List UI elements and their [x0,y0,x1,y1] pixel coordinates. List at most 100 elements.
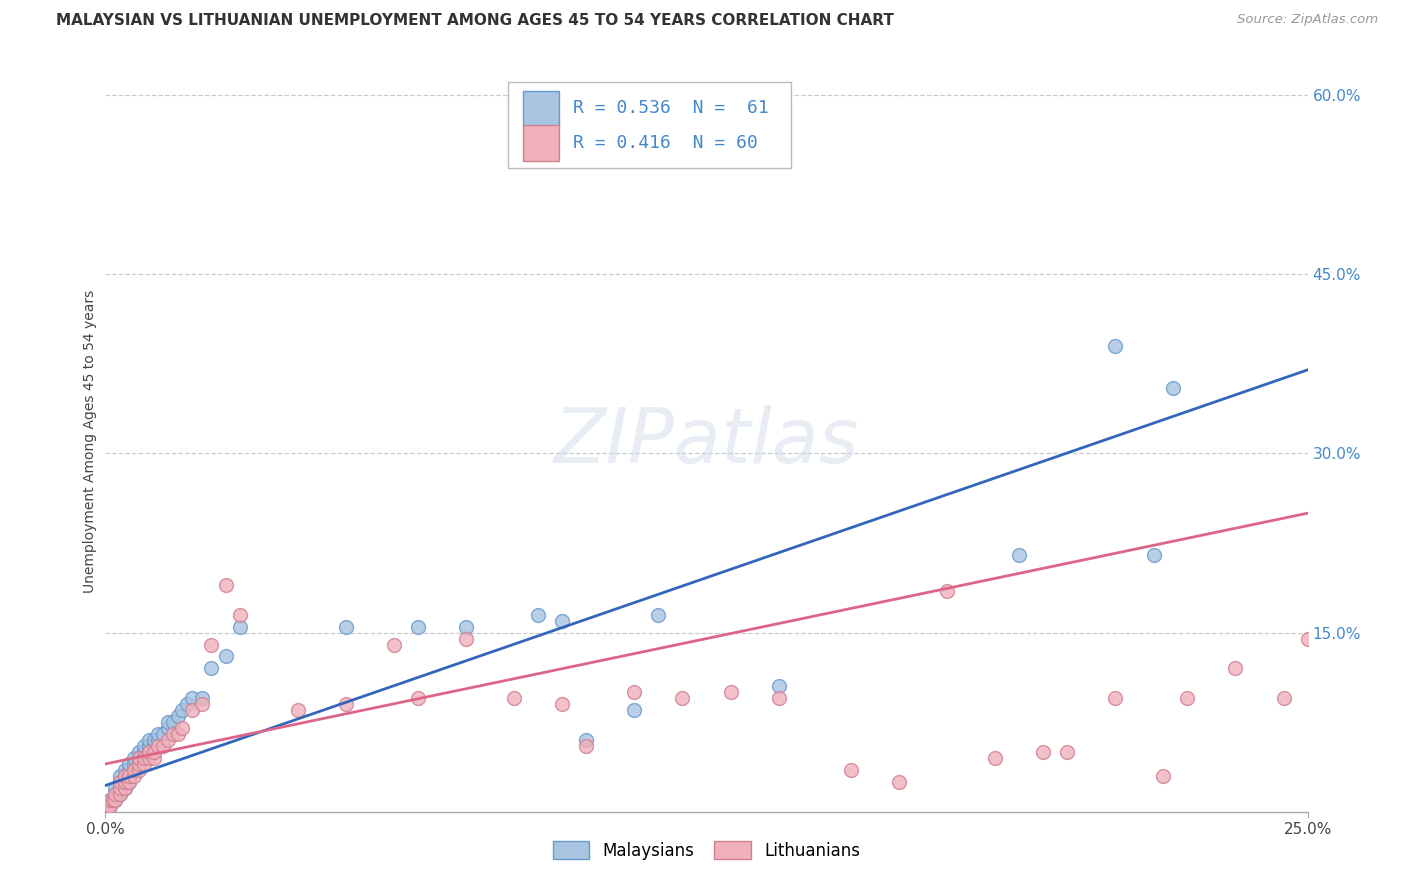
Point [108,769,131,783]
Point [124,769,146,783]
Bar [523,91,558,126]
Point [623,703,645,717]
Text: R = 0.416  N = 60: R = 0.416 N = 60 [574,134,758,153]
Point [575,739,598,753]
Point [124,763,146,777]
Text: MALAYSIAN VS LITHUANIAN UNEMPLOYMENT AMONG AGES 45 TO 54 YEARS CORRELATION CHART: MALAYSIAN VS LITHUANIAN UNEMPLOYMENT AMO… [56,13,894,29]
Point [118,756,141,771]
Point [190,698,212,712]
Point [114,769,136,783]
Point [104,780,127,795]
Point [503,691,526,706]
Point [138,745,160,759]
Text: ZIPatlas: ZIPatlas [554,405,859,478]
Point [138,745,160,759]
Point [1175,691,1198,706]
Point [839,763,862,777]
Point [118,775,141,789]
Point [128,756,150,771]
Point [172,703,194,717]
Point [190,691,212,706]
Point [132,756,155,771]
Point [104,787,127,801]
Point [156,715,179,730]
Point [118,763,141,777]
Point [142,739,165,753]
Point [98,793,121,807]
Point [172,721,194,735]
Point [108,787,131,801]
Point [98,798,121,813]
Point [527,607,550,622]
Point [128,751,150,765]
Point [768,679,790,693]
Text: Source: ZipAtlas.com: Source: ZipAtlas.com [1237,13,1378,27]
Point [335,698,357,712]
Point [101,793,124,807]
Point [1104,339,1126,353]
Point [114,780,136,795]
Point [108,780,131,795]
Point [1056,745,1078,759]
Point [128,756,150,771]
Point [101,793,124,807]
Point [114,775,136,789]
Point [229,619,252,633]
Point [200,661,222,675]
Point [623,685,645,699]
Point [128,751,150,765]
Point [176,698,198,712]
Point [142,745,165,759]
Point [128,745,150,759]
Point [166,727,188,741]
Point [406,691,429,706]
Point [124,763,146,777]
Bar [523,126,558,161]
Point [132,739,155,753]
Point [148,739,170,753]
Point [128,763,150,777]
Point [124,756,146,771]
Legend: Malaysians, Lithuanians: Malaysians, Lithuanians [546,834,868,866]
Point [108,787,131,801]
Point [118,775,141,789]
Point [287,703,309,717]
Point [984,751,1007,765]
Point [200,638,222,652]
Point [132,751,155,765]
Point [142,751,165,765]
Point [382,638,405,652]
Point [114,780,136,795]
Point [936,583,959,598]
Point [104,793,127,807]
Point [98,793,121,807]
Point [138,733,160,747]
Point [97,798,120,813]
Point [108,775,131,789]
Point [138,739,160,753]
Point [156,733,179,747]
Point [1296,632,1319,646]
Point [138,751,160,765]
Point [166,709,188,723]
Point [1104,691,1126,706]
Point [454,632,477,646]
Point [114,763,136,777]
Point [124,751,146,765]
Point [114,775,136,789]
Point [406,619,429,633]
Point [214,649,236,664]
FancyBboxPatch shape [508,82,790,168]
Y-axis label: Unemployment Among Ages 45 to 54 years: Unemployment Among Ages 45 to 54 years [83,290,97,593]
Point [887,775,910,789]
Point [108,775,131,789]
Point [1032,745,1054,759]
Point [148,733,170,747]
Point [1272,691,1295,706]
Point [156,721,179,735]
Point [132,745,155,759]
Point [181,691,204,706]
Point [720,685,742,699]
Point [454,619,477,633]
Text: R = 0.536  N =  61: R = 0.536 N = 61 [574,99,769,118]
